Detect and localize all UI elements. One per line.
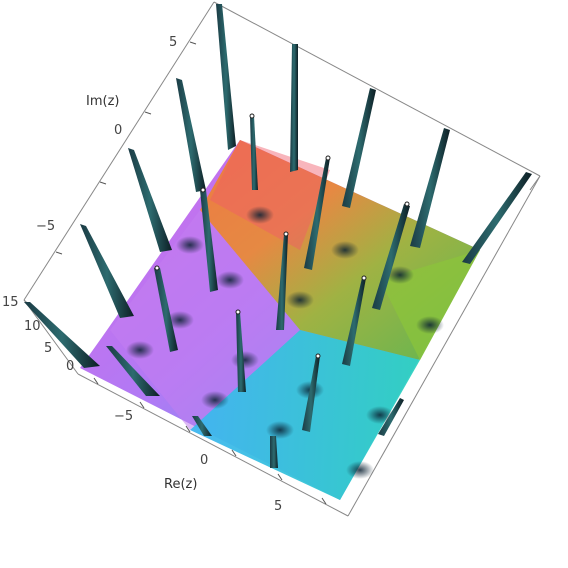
z-tick-4: 0 xyxy=(66,359,74,374)
y-tick-3: −5 xyxy=(36,219,55,234)
x-axis-label: Re(z) xyxy=(164,477,197,492)
z-tick-1: 15 xyxy=(2,295,19,310)
y-axis-ticks xyxy=(55,41,197,255)
x-tick-3: 5 xyxy=(274,499,282,514)
y-axis-label: Im(z) xyxy=(86,94,119,109)
spike-caps xyxy=(154,113,410,359)
z-tick-2: 10 xyxy=(24,319,41,334)
zero-dimples xyxy=(126,206,444,479)
y-tick-1: 5 xyxy=(169,35,177,50)
x-tick-2: 0 xyxy=(200,453,208,468)
x-tick-1: −5 xyxy=(114,409,133,424)
y-tick-2: 0 xyxy=(114,123,122,138)
z-tick-3: 5 xyxy=(44,341,52,356)
x-axis-ticks xyxy=(93,377,327,505)
pole-spikes xyxy=(24,4,532,468)
